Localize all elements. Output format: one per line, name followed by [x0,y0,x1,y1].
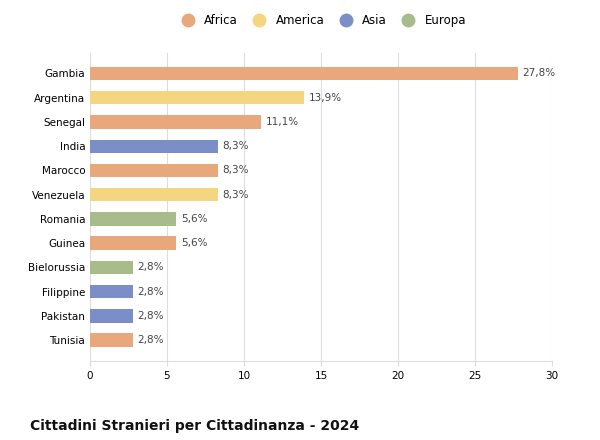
Bar [90,115,261,128]
Bar [90,139,218,153]
Text: 2,8%: 2,8% [138,335,164,345]
Text: 5,6%: 5,6% [181,238,208,248]
Text: 2,8%: 2,8% [138,311,164,321]
Text: 27,8%: 27,8% [523,69,556,78]
Text: 8,3%: 8,3% [223,190,249,200]
Text: 8,3%: 8,3% [223,165,249,176]
Text: 8,3%: 8,3% [223,141,249,151]
Bar [90,309,133,323]
Text: 2,8%: 2,8% [138,286,164,297]
Bar [90,261,133,274]
Text: 5,6%: 5,6% [181,214,208,224]
Bar [90,285,133,298]
Text: 11,1%: 11,1% [266,117,299,127]
Bar [90,236,176,250]
Text: Cittadini Stranieri per Cittadinanza - 2024: Cittadini Stranieri per Cittadinanza - 2… [30,419,359,433]
Bar [90,334,133,347]
Bar [90,67,518,80]
Bar [90,188,218,202]
Bar [90,212,176,226]
Bar [90,91,304,104]
Text: 2,8%: 2,8% [138,262,164,272]
Text: 13,9%: 13,9% [308,93,342,103]
Legend: Africa, America, Asia, Europa: Africa, America, Asia, Europa [176,14,466,27]
Bar [90,164,218,177]
